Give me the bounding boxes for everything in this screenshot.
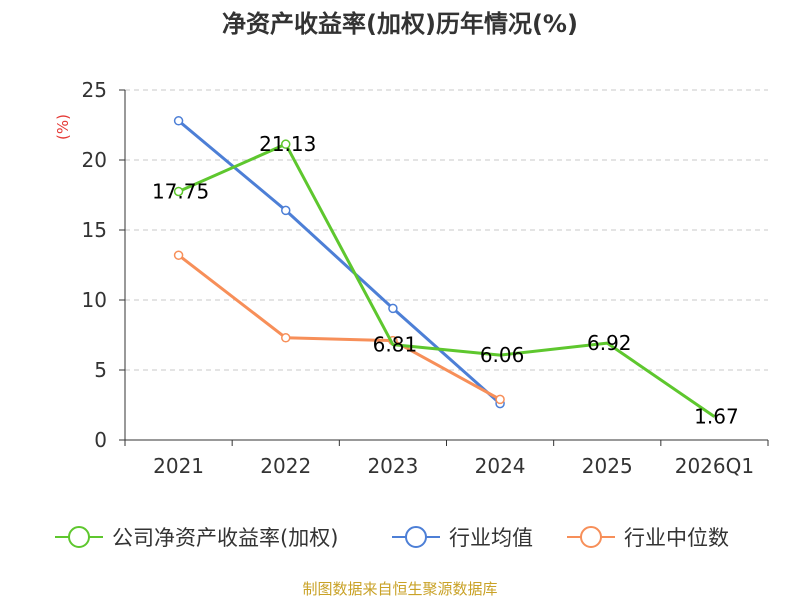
legend-item[interactable]: 公司净资产收益率(加权) [55, 526, 338, 550]
data-label: 1.67 [694, 405, 739, 429]
x-tick-label: 2026Q1 [675, 454, 754, 478]
grid-lines [125, 89, 768, 371]
data-label: 6.81 [373, 333, 418, 357]
series-point [173, 186, 184, 197]
legend-label: 公司净资产收益率(加权) [112, 526, 338, 550]
x-tick-label: 2024 [475, 454, 526, 478]
series-line [177, 254, 501, 401]
series-point [281, 139, 291, 149]
x-tick-label: 2025 [582, 454, 633, 478]
y-tick-label: 20 [82, 148, 107, 172]
source-note: 制图数据来自恒生聚源数据库 [302, 580, 497, 598]
data-label: 17.75 [152, 180, 209, 204]
x-tick-label: 2021 [153, 454, 204, 478]
y-tick-label: 25 [82, 78, 107, 102]
series-layer [173, 116, 716, 418]
series-point [495, 394, 505, 405]
chart-title: 净资产收益率(加权)历年情况(%) [222, 10, 578, 38]
legend-marker-icon [405, 526, 427, 548]
data-labels: 17.75 21.13 6.81 6.06 6.92 1.67 [152, 132, 739, 428]
series-point [388, 303, 398, 314]
series-line [177, 142, 716, 418]
x-tick-label: 2022 [260, 454, 311, 478]
series-line [177, 119, 502, 405]
y-tick-label: 15 [82, 218, 107, 242]
data-label: 6.06 [480, 343, 525, 367]
data-label: 6.92 [587, 331, 632, 355]
legend-marker-icon [580, 526, 602, 548]
legend-item[interactable]: 行业均值 [392, 526, 533, 550]
series-point [281, 333, 291, 343]
legend-marker-icon [68, 526, 90, 548]
x-tick-label: 2023 [367, 454, 418, 478]
legend-item[interactable]: 行业中位数 [567, 526, 729, 550]
y-tick-label: 5 [94, 358, 107, 382]
legend-label: 行业均值 [449, 526, 533, 550]
y-tick-label: 0 [94, 428, 107, 452]
legend[interactable]: 公司净资产收益率(加权) 行业均值 行业中位数 [55, 526, 729, 550]
series-point [281, 205, 291, 216]
y-tick-label: 10 [82, 288, 107, 312]
legend-label: 行业中位数 [624, 526, 729, 550]
series-point [173, 250, 184, 260]
data-label: 21.13 [259, 132, 316, 156]
series-point [173, 116, 184, 126]
y-axis-unit-label: (%) [54, 114, 72, 140]
